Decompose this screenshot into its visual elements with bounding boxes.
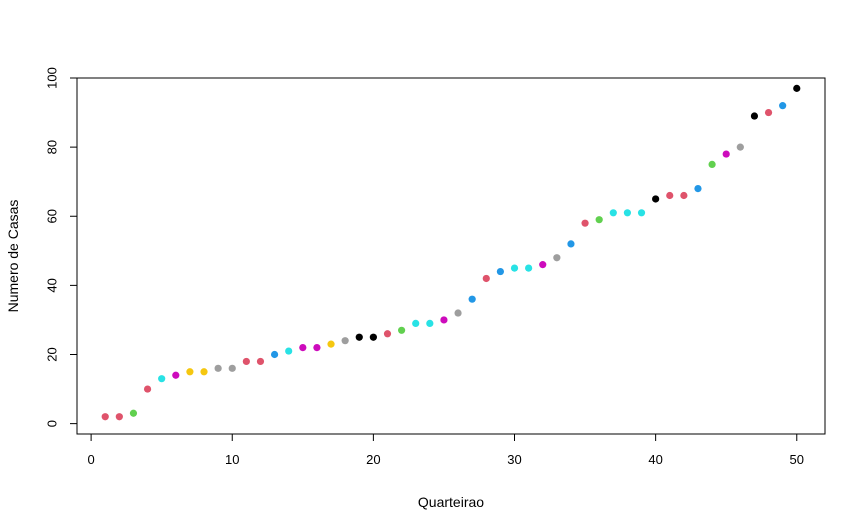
data-point (722, 150, 730, 158)
data-point (398, 326, 406, 334)
data-point (158, 375, 166, 383)
data-point (637, 209, 646, 217)
data-point (539, 261, 547, 269)
y-tick-label: 40 (44, 278, 59, 292)
data-points (101, 84, 801, 421)
data-point (369, 333, 377, 341)
data-point (426, 319, 434, 327)
data-point (341, 337, 349, 345)
data-point (440, 316, 448, 324)
data-point (764, 108, 773, 117)
data-point (553, 254, 561, 262)
data-point (750, 112, 759, 120)
data-point (510, 264, 519, 272)
data-point (200, 368, 208, 376)
y-axis-title: Numero de Casas (5, 200, 21, 313)
data-point (186, 368, 194, 376)
data-point (383, 330, 392, 338)
x-tick-label: 20 (366, 452, 380, 467)
y-tick-label: 60 (44, 209, 59, 223)
y-axis: 0 20 40 60 80 100 (44, 67, 78, 427)
data-point (779, 102, 787, 110)
data-point (256, 357, 265, 366)
data-point (666, 191, 674, 200)
y-tick-label: 20 (44, 347, 59, 361)
data-point (327, 340, 335, 348)
data-point (708, 160, 716, 169)
data-point (299, 343, 307, 352)
x-axis-title: Quarteirao (418, 494, 484, 510)
data-point (355, 333, 363, 341)
data-point (172, 371, 180, 379)
data-point (468, 295, 476, 303)
data-point (482, 274, 490, 283)
data-point (313, 343, 321, 352)
data-point (285, 347, 293, 355)
y-tick-label: 100 (44, 67, 59, 89)
data-point (652, 195, 660, 203)
x-tick-label: 10 (225, 452, 239, 467)
data-point (581, 219, 589, 227)
data-point (214, 364, 222, 372)
data-point (793, 84, 801, 92)
data-point (694, 185, 702, 193)
x-tick-label: 30 (507, 452, 521, 467)
data-point (623, 209, 632, 217)
data-point (412, 319, 420, 327)
data-point (680, 191, 688, 200)
x-tick-label: 50 (790, 452, 804, 467)
x-tick-label: 0 (87, 452, 94, 467)
data-point (242, 357, 250, 366)
data-point (595, 216, 603, 224)
data-point (525, 264, 533, 272)
data-point (567, 240, 575, 248)
y-tick-label: 0 (44, 420, 59, 427)
y-tick-label: 80 (44, 140, 59, 154)
data-point (101, 413, 109, 421)
data-point (129, 409, 138, 417)
data-point (115, 413, 123, 421)
x-axis: 0 10 20 30 40 50 (87, 433, 804, 467)
data-point (228, 364, 236, 372)
data-point (454, 309, 462, 317)
x-tick-label: 40 (648, 452, 662, 467)
data-point (736, 143, 744, 151)
data-point (270, 350, 279, 359)
plot-box (76, 77, 826, 435)
data-point (496, 267, 504, 276)
data-point (609, 209, 617, 217)
data-point (143, 385, 152, 393)
